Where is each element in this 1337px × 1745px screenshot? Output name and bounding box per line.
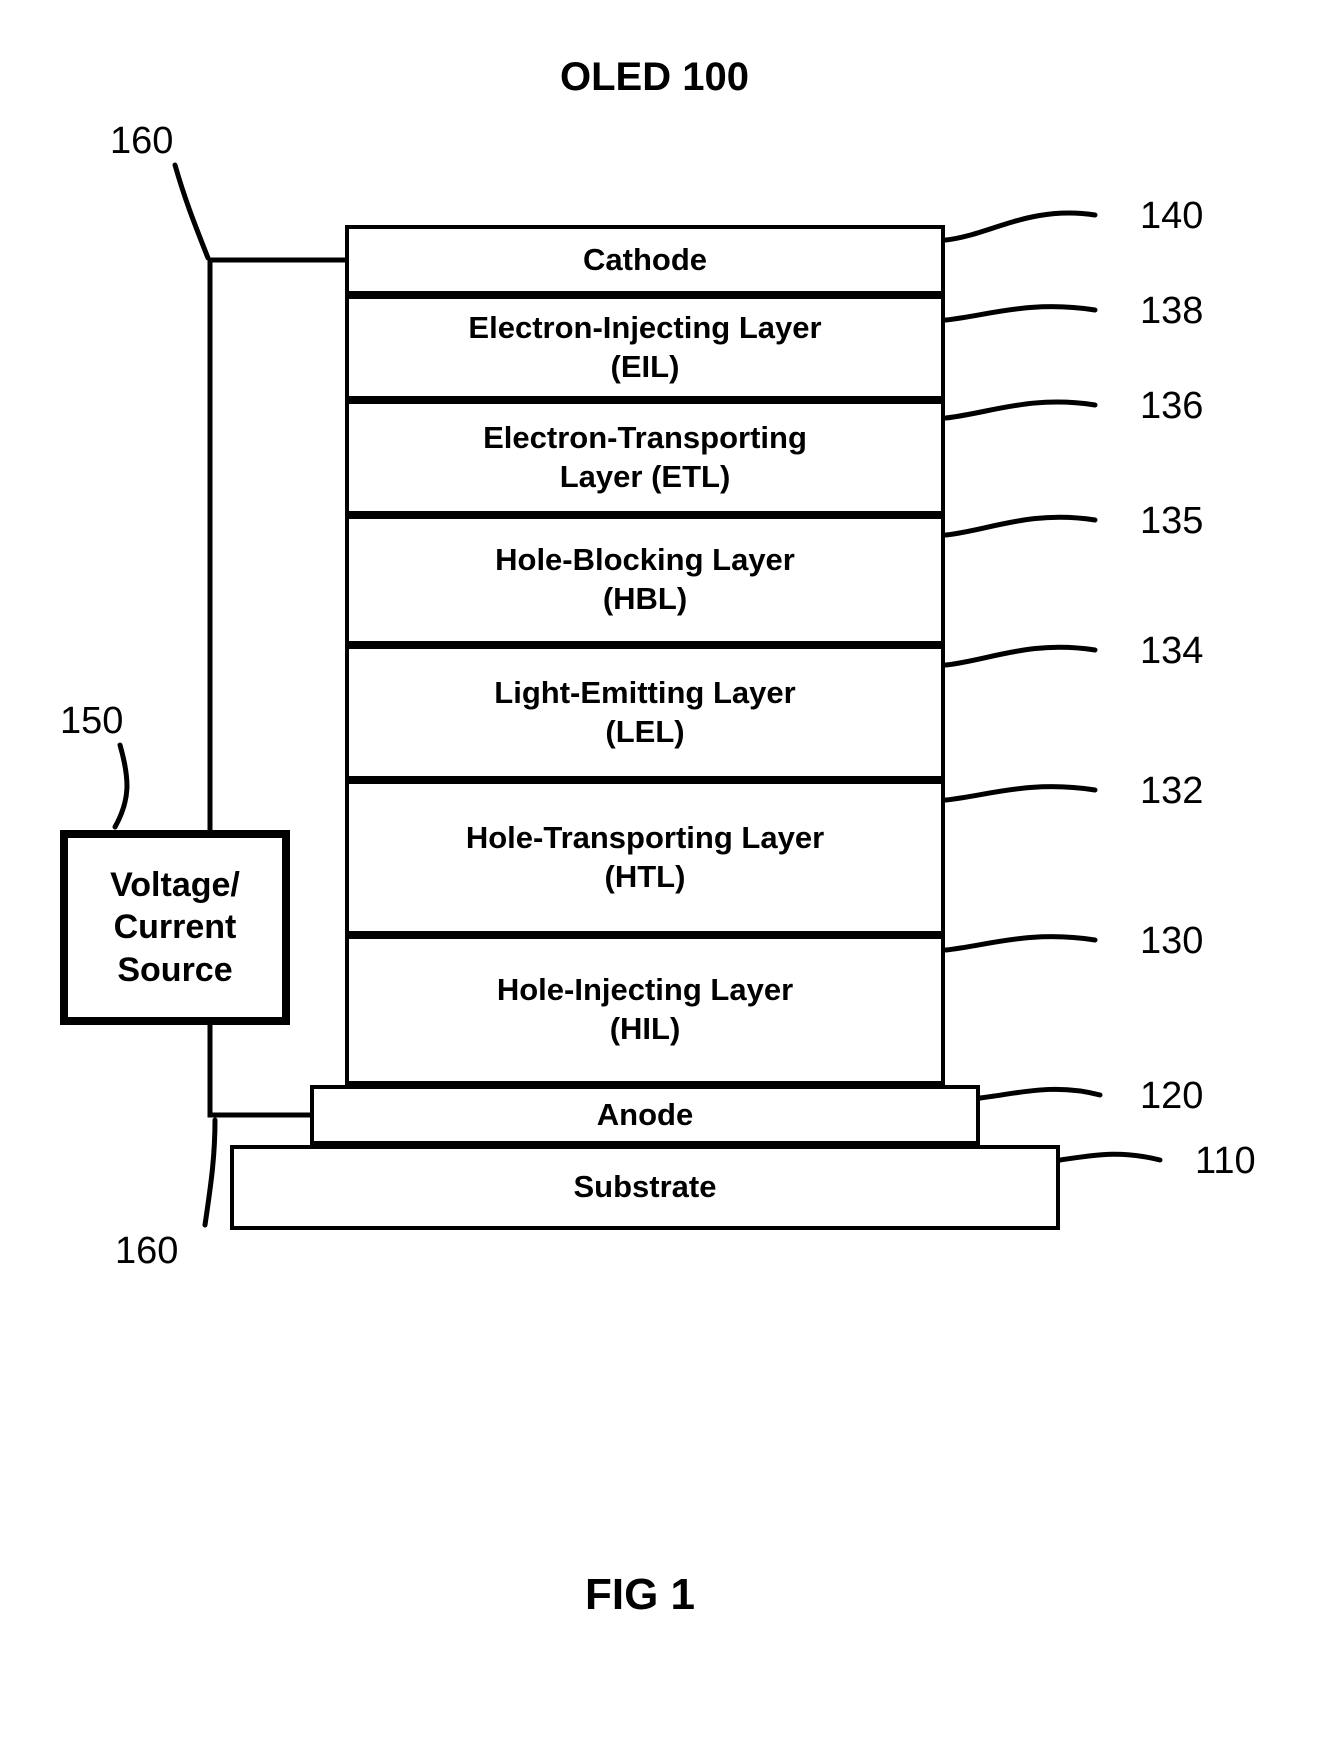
- ref-eil: 138: [1140, 290, 1203, 333]
- ref-source: 150: [60, 700, 123, 743]
- layer-hil: Hole-Injecting Layer(HIL): [345, 935, 945, 1085]
- ref-substrate: 110: [1195, 1140, 1256, 1183]
- layer-substrate: Substrate: [230, 1145, 1060, 1230]
- leader-substrate: [1060, 1154, 1160, 1160]
- leader-lel: [946, 647, 1095, 665]
- leader-anode: [980, 1089, 1100, 1098]
- layer-htl: Hole-Transporting Layer(HTL): [345, 780, 945, 935]
- connector-top: [210, 260, 345, 830]
- ref-lel: 134: [1140, 630, 1203, 673]
- leader-source: [115, 745, 127, 827]
- voltage-current-source: Voltage/CurrentSource: [60, 830, 290, 1025]
- layer-cathode: Cathode: [345, 225, 945, 295]
- layer-lel: Light-Emitting Layer(LEL): [345, 645, 945, 780]
- ref-hbl: 135: [1140, 500, 1203, 543]
- layer-eil: Electron-Injecting Layer(EIL): [345, 295, 945, 400]
- ref-conn-top: 160: [110, 120, 173, 163]
- ref-hil: 130: [1140, 920, 1203, 963]
- leader-cathode: [946, 213, 1095, 240]
- ref-cathode: 140: [1140, 195, 1203, 238]
- layer-etl: Electron-TransportingLayer (ETL): [345, 400, 945, 515]
- figure-label: FIG 1: [585, 1570, 695, 1620]
- connector-bottom: [210, 1025, 310, 1115]
- leader-etl: [946, 402, 1095, 418]
- diagram-title: OLED 100: [560, 55, 749, 100]
- leader-conn-bot: [205, 1120, 215, 1225]
- layer-anode: Anode: [310, 1085, 980, 1145]
- layer-hbl: Hole-Blocking Layer(HBL): [345, 515, 945, 645]
- ref-conn-bot: 160: [115, 1230, 178, 1273]
- leader-hil: [946, 937, 1095, 950]
- leader-hbl: [946, 517, 1095, 535]
- ref-htl: 132: [1140, 770, 1203, 813]
- leader-htl: [946, 787, 1095, 800]
- leader-conn-top: [175, 165, 208, 258]
- leader-eil: [946, 307, 1095, 320]
- ref-etl: 136: [1140, 385, 1203, 428]
- ref-anode: 120: [1140, 1075, 1203, 1118]
